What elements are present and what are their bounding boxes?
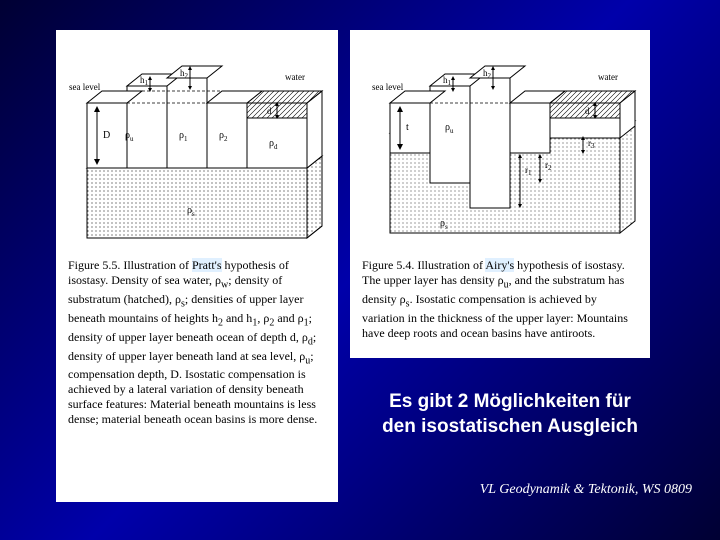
pratt-diagram: sea level water D ρu ρ1 ρ2 ρd ρs h1 h2 d [67, 38, 327, 248]
pratt-caption: Figure 5.5. Illustration of Pratt's hypo… [56, 256, 338, 433]
svg-text:d: d [267, 106, 272, 116]
water-label-l: water [285, 72, 305, 82]
svg-text:d: d [585, 106, 590, 116]
svg-text:sea level: sea level [372, 82, 404, 92]
sea-level-label-l: sea level [69, 82, 101, 92]
airy-diagram: sea level water t ρu ρs h1 h2 d r1 r2 r3 [370, 38, 630, 248]
airy-name: Airy's [485, 258, 514, 272]
pratt-name: Pratt's [192, 258, 222, 272]
footer-citation: VL Geodynamik & Tektonik, WS 0809 [480, 482, 692, 498]
pratt-figure-panel: sea level water D ρu ρ1 ρ2 ρd ρs h1 h2 d… [56, 30, 338, 502]
summary-text: Es gibt 2 Möglichkeiten für den isostati… [350, 390, 670, 439]
svg-text:water: water [598, 72, 618, 82]
airy-caption: Figure 5.4. Illustration of Airy's hypot… [350, 256, 650, 347]
airy-figure-panel: sea level water t ρu ρs h1 h2 d r1 r2 r3 [350, 30, 650, 358]
svg-text:D: D [103, 130, 110, 141]
svg-text:t: t [406, 122, 409, 133]
